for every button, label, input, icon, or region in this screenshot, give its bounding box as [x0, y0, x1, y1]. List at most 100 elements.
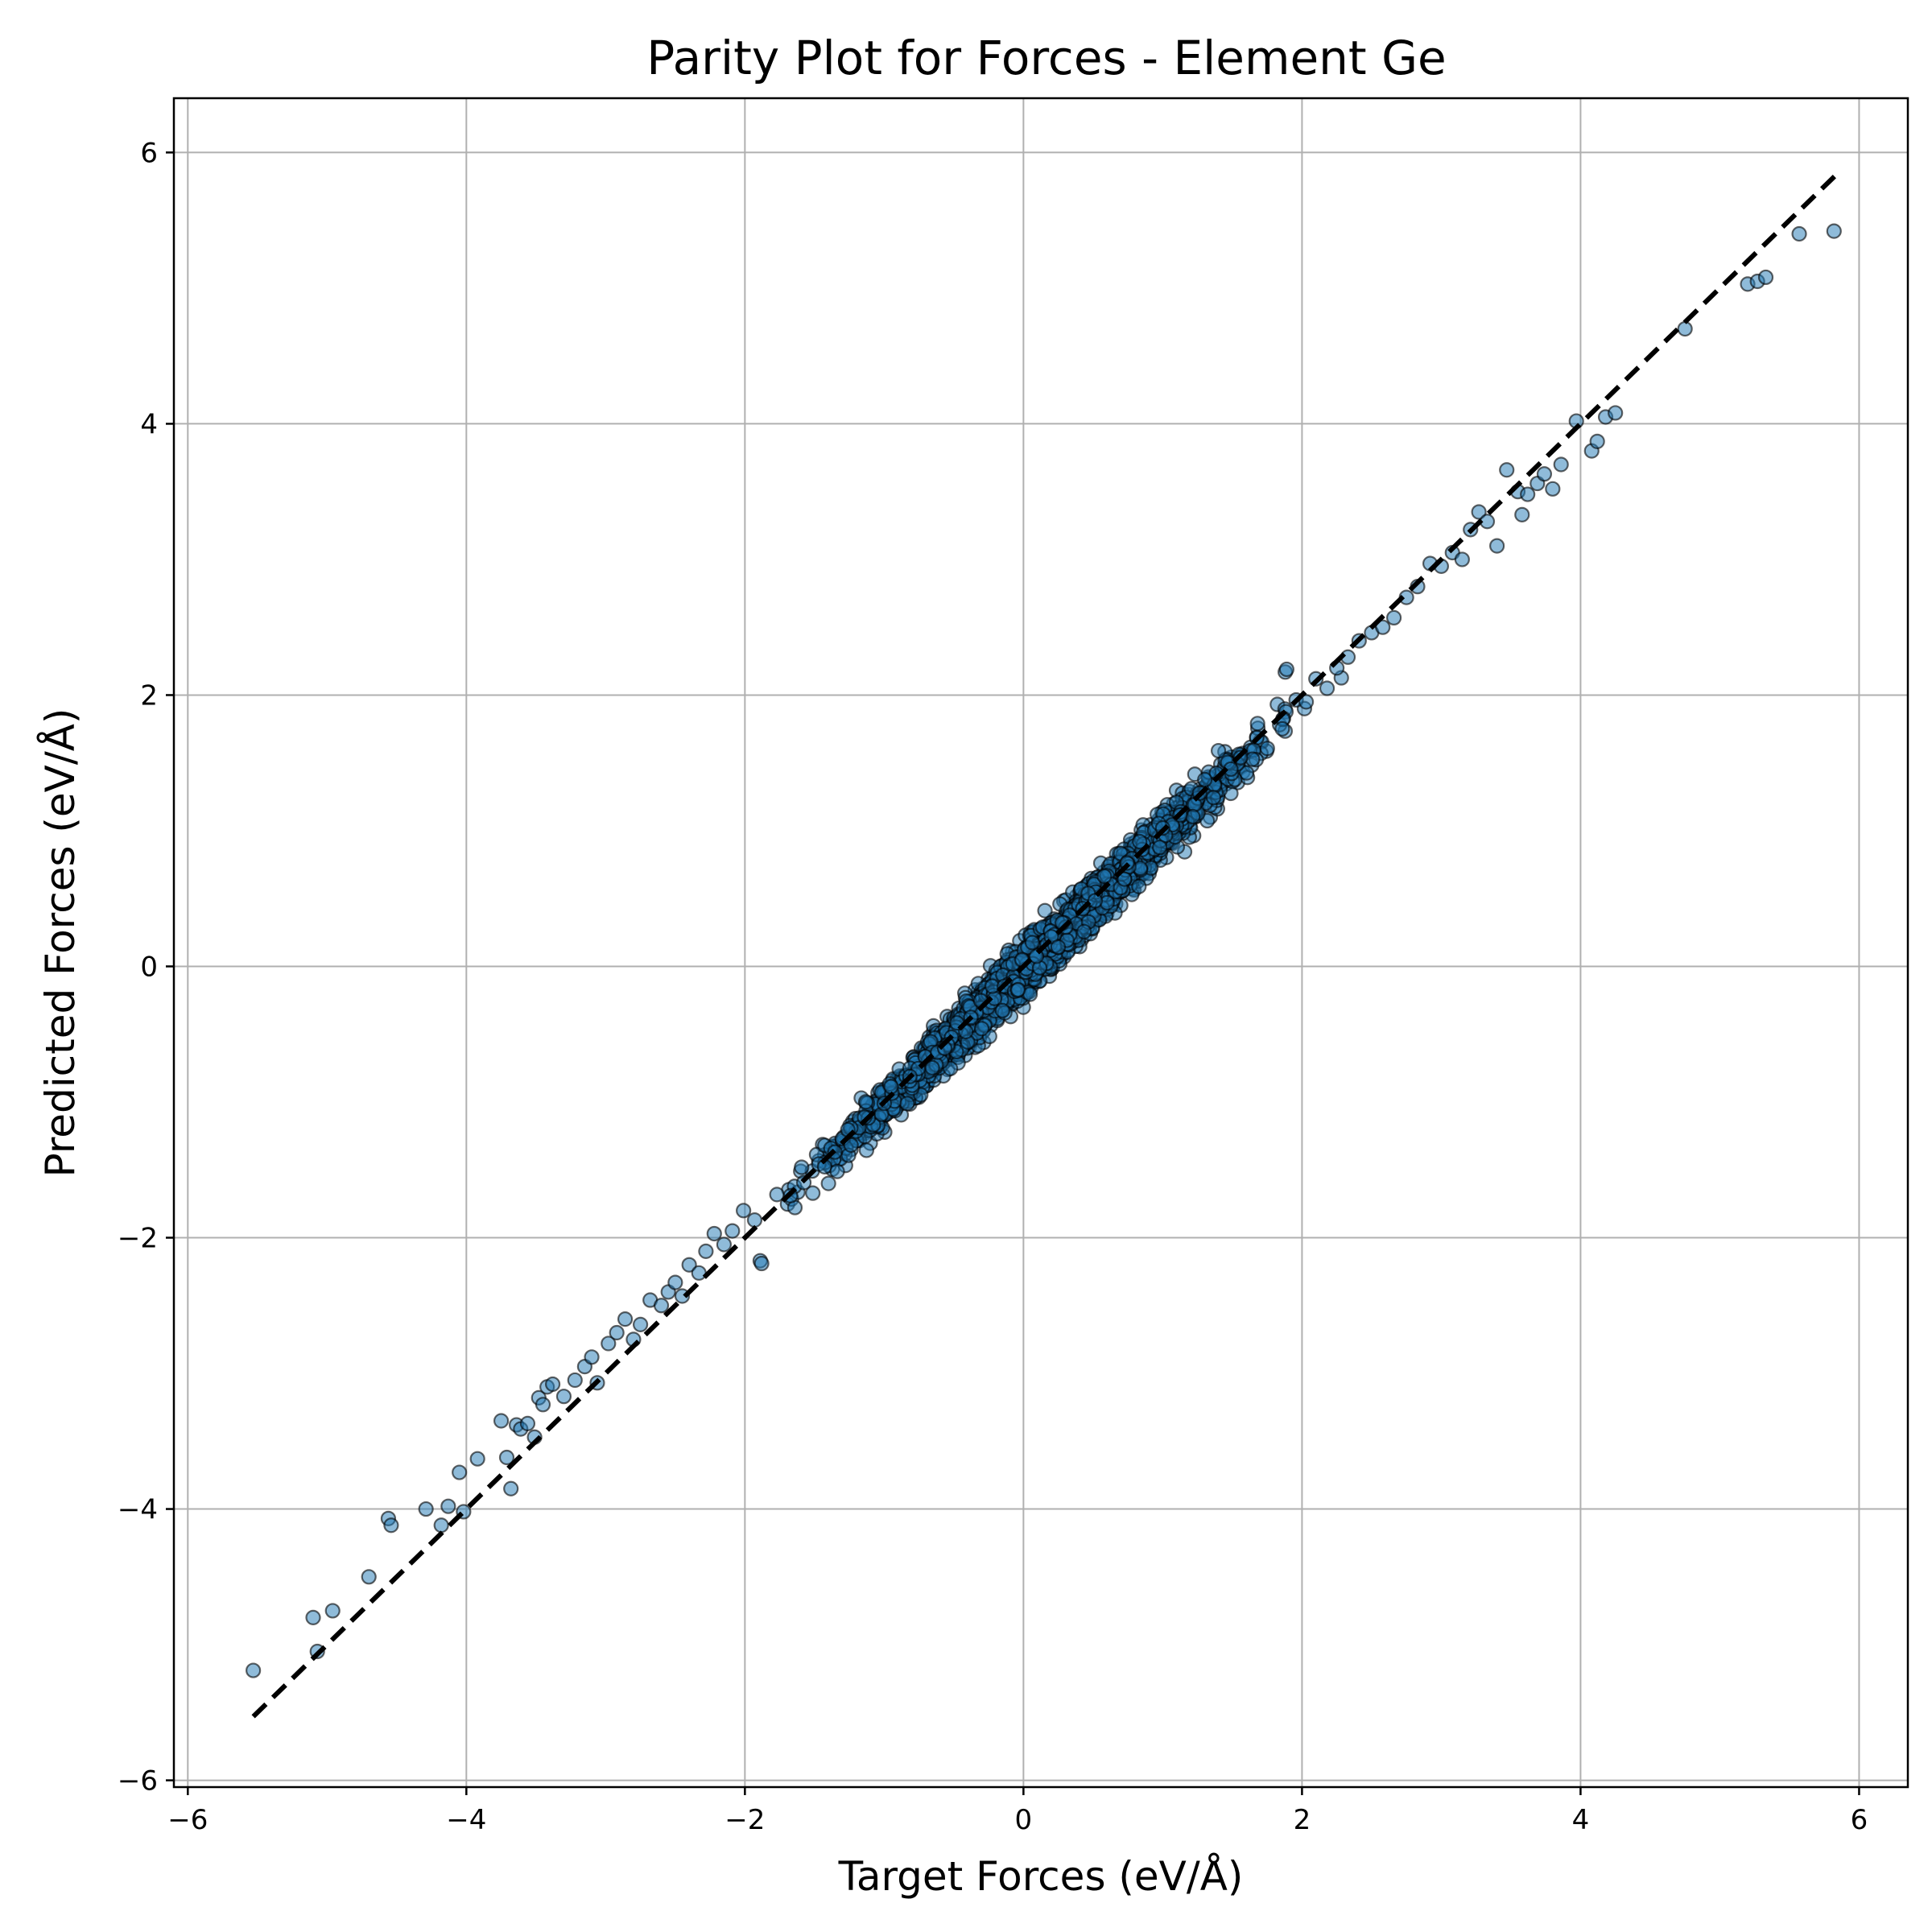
scatter-point — [1536, 466, 1553, 482]
scatter-point — [1298, 694, 1315, 710]
y-tick-label: 6 — [140, 137, 158, 169]
y-axis-ticks: −6 −4 −2 0 2 4 6 — [118, 137, 174, 1798]
x-axis-label: Target Forces (eV/Å) — [838, 1853, 1244, 1900]
scatter-point — [418, 1501, 434, 1517]
scatter-point — [452, 1464, 468, 1480]
scatter-point — [1489, 538, 1505, 554]
scatter-point — [584, 1349, 600, 1365]
scatter-point — [1210, 742, 1227, 759]
scatter-point — [883, 1079, 899, 1095]
scatter-point — [1050, 939, 1067, 955]
scatter-point — [567, 1372, 583, 1389]
scatter-point — [698, 1243, 714, 1259]
scatter-point — [973, 1021, 990, 1037]
scatter-point — [1152, 840, 1168, 856]
scatter-point — [994, 1002, 1010, 1018]
x-tick-label: 4 — [1572, 1804, 1590, 1836]
scatter-point — [1010, 981, 1026, 998]
scatter-point — [736, 1203, 752, 1219]
x-tick-label: 0 — [1015, 1804, 1033, 1836]
y-tick-label: 4 — [140, 408, 158, 440]
scatter-point — [829, 1163, 845, 1179]
scatter-point — [1197, 771, 1213, 788]
parity-line — [251, 173, 1838, 1719]
scatter-point — [1205, 790, 1222, 806]
scatter-point — [1499, 462, 1515, 478]
scatter-point — [246, 1662, 262, 1678]
scatter-point — [609, 1324, 625, 1341]
scatter-point — [1319, 680, 1335, 696]
scatter-point — [1454, 551, 1470, 568]
y-tick-label: 0 — [140, 951, 158, 983]
plot-area-frame — [172, 97, 1909, 1789]
y-tick-label: −6 — [118, 1765, 158, 1798]
scatter-point — [1520, 486, 1536, 502]
y-axis-label: Predicted Forces (eV/Å) — [37, 708, 84, 1178]
scatter-point — [535, 1397, 551, 1413]
scatter-point — [383, 1517, 399, 1534]
scatter-point — [1274, 720, 1290, 737]
scatter-point — [1608, 405, 1624, 421]
scatter-point — [632, 1316, 649, 1332]
scatter-point — [1096, 868, 1113, 885]
scatter-point — [1826, 223, 1842, 239]
scatter-point — [1791, 225, 1807, 242]
scatter-point — [753, 1255, 770, 1272]
scatter-point — [601, 1335, 617, 1352]
x-tick-label: −2 — [724, 1804, 765, 1836]
scatter-point — [617, 1311, 634, 1327]
scatter-point — [1037, 902, 1053, 919]
y-tick-label: −2 — [118, 1223, 158, 1255]
scatter-point — [899, 1096, 915, 1112]
scatter-point — [519, 1415, 536, 1431]
scatter-point — [1131, 878, 1147, 894]
scatter-point — [433, 1517, 449, 1534]
scatter-point — [1076, 923, 1092, 939]
scatter-point — [1238, 765, 1255, 781]
scatter-point — [1553, 456, 1569, 473]
scatter-point — [681, 1257, 697, 1273]
scatter-point — [1249, 716, 1265, 732]
scatter-point — [1375, 619, 1391, 635]
scatter-point — [544, 1376, 561, 1393]
scatter-point — [1385, 609, 1402, 626]
chart-title: Parity Plot for Forces - Element Ge — [646, 31, 1446, 85]
scatter-point — [361, 1569, 377, 1585]
scatter-point — [1757, 269, 1774, 286]
x-tick-label: −4 — [446, 1804, 486, 1836]
scatter-point — [1024, 935, 1041, 951]
scatter-point — [794, 1159, 810, 1175]
x-axis-ticks: −6 −4 −2 0 2 4 6 — [167, 1787, 1868, 1836]
scatter-point — [555, 1389, 572, 1405]
data-points — [246, 223, 1842, 1678]
scatter-point — [1259, 741, 1275, 757]
scatter-point — [305, 1609, 321, 1625]
x-tick-label: 6 — [1851, 1804, 1868, 1836]
scatter-point — [324, 1603, 341, 1619]
scatter-point — [503, 1480, 519, 1496]
scatter-point — [820, 1175, 836, 1191]
scatter-point — [1132, 833, 1148, 850]
scatter-point — [724, 1223, 741, 1239]
scatter-point — [667, 1274, 683, 1290]
scatter-point — [858, 1142, 874, 1158]
y-tick-label: 2 — [140, 679, 158, 712]
scatter-point — [469, 1451, 485, 1467]
scatter-point — [924, 1059, 940, 1076]
scatter-point — [1589, 433, 1605, 449]
scatter-point — [746, 1212, 763, 1228]
scatter-point — [1471, 504, 1487, 520]
x-tick-label: −6 — [167, 1804, 208, 1836]
x-tick-label: 2 — [1294, 1804, 1311, 1836]
scatter-point — [843, 1137, 859, 1154]
y-tick-label: −4 — [118, 1494, 158, 1526]
scatter-point — [805, 1185, 821, 1201]
scatter-point — [691, 1265, 707, 1281]
scatter-point — [498, 1449, 515, 1466]
scatter-point — [1545, 481, 1561, 497]
scatter-point — [1117, 871, 1133, 887]
scatter-point — [716, 1236, 732, 1253]
scatter-point — [706, 1225, 722, 1242]
scatter-point — [440, 1498, 456, 1514]
